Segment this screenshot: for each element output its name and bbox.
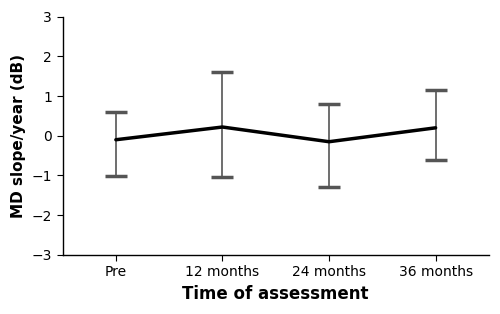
Y-axis label: MD slope/year (dB): MD slope/year (dB) bbox=[11, 54, 26, 218]
X-axis label: Time of assessment: Time of assessment bbox=[182, 285, 369, 303]
